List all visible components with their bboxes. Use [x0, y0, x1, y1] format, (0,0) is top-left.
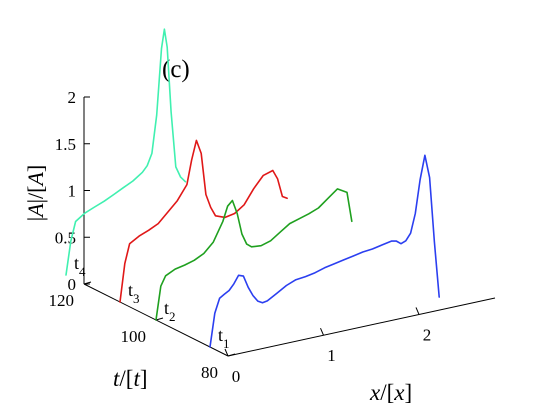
series-labels: t4 t3 t2 t1 [74, 253, 230, 351]
t-tick-mark [155, 317, 164, 321]
x-tick-mark [320, 328, 324, 336]
series-line-t1 [209, 154, 440, 348]
series-label-t4: t4 [74, 253, 86, 279]
series-line-t3 [119, 139, 288, 303]
series-curves [65, 28, 440, 348]
x-tick-label: 1 [327, 346, 336, 365]
series-line-t2 [155, 188, 353, 321]
series-label-t1: t1 [218, 325, 230, 351]
t-tick-mark [83, 281, 92, 285]
z-tick-label: 1.5 [55, 135, 76, 154]
series-line-t4 [65, 28, 187, 276]
t-tick-label: 100 [121, 327, 147, 346]
z-tick-label: 0 [68, 275, 77, 294]
x-tick-label: 0 [232, 367, 241, 386]
t-tick-mark [227, 353, 236, 357]
x-axis-ticks: 0 1 2 [224, 307, 432, 386]
x-tick-mark [224, 348, 229, 357]
t-tick-label: 120 [49, 291, 75, 310]
x-tick-mark [415, 307, 420, 315]
x-axis-line [227, 297, 496, 357]
t-tick-label: 80 [201, 363, 218, 382]
t-axis-ticks: 80 100 120 [49, 281, 236, 382]
t-axis-label: t/[t] [113, 366, 148, 391]
series-label-t2: t2 [164, 298, 176, 324]
panel-label: (c) [162, 56, 190, 83]
series-label-t3: t3 [128, 280, 140, 306]
z-tick-label: 1 [68, 182, 77, 201]
x-axis-label: x/[x] [369, 380, 412, 405]
x-tick-label: 2 [423, 325, 432, 344]
z-tick-label: 2 [68, 88, 77, 107]
z-axis-label: |A|/[A] [23, 165, 48, 221]
z-axis-ticks: 00.511.52 [55, 88, 90, 294]
